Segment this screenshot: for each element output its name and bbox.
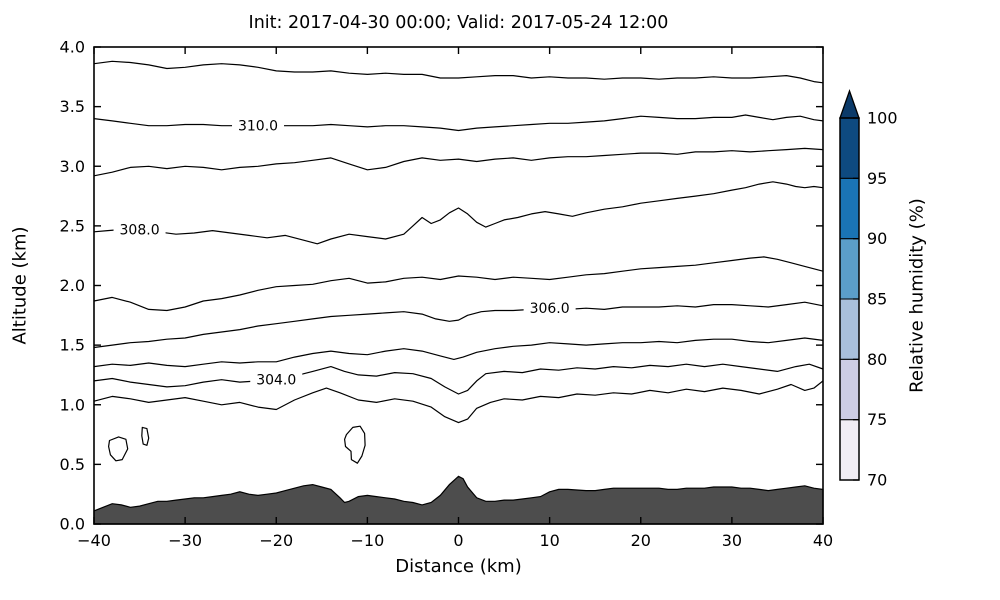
colorbar-segment-75-80 [840, 359, 859, 421]
y-tick-label: 3.5 [60, 97, 85, 116]
y-tick-label: 2.0 [60, 276, 85, 295]
closed-contour-302-1 [141, 426, 150, 446]
y-tick-label: 3.0 [60, 157, 85, 176]
y-tick-label: 0.5 [60, 455, 85, 474]
x-tick-label: −20 [259, 531, 293, 550]
x-tick-label: 30 [722, 531, 742, 550]
contour-label-mask [250, 371, 303, 389]
colorbar-tick-label: 70 [867, 471, 887, 490]
contour-line-303 [93, 380, 824, 424]
y-tick-label: 0.0 [60, 515, 85, 534]
x-tick-label: 40 [813, 531, 833, 550]
y-tick-label: 1.5 [60, 336, 85, 355]
x-tick-label: 0 [453, 531, 463, 550]
contour-line-308 [93, 181, 824, 245]
colorbar-tick-label: 80 [867, 350, 887, 369]
contour-line-310 [93, 114, 824, 132]
contour-label: 306.0 [530, 301, 570, 317]
y-tick-label: 2.5 [60, 216, 85, 235]
contour-line-311 [93, 60, 824, 84]
axes-spines [93, 46, 824, 525]
colorbar-segment-90-95 [840, 178, 859, 240]
contour-label-mask [232, 117, 285, 135]
x-tick-label: 20 [631, 531, 651, 550]
colorbar-tick-label: 75 [867, 410, 887, 429]
colorbar-label: Relative humidity (%) [906, 198, 928, 393]
contour-label: 304.0 [256, 373, 296, 389]
colorbar-extend-arrow [839, 89, 860, 119]
y-axis-label: Altitude (km) [9, 226, 31, 345]
x-axis-label: Distance (km) [395, 556, 522, 577]
x-tick-label: −10 [350, 531, 384, 550]
colorbar-tick-label: 100 [867, 109, 898, 128]
x-tick-label: 10 [539, 531, 559, 550]
colorbar-tick-label: 90 [867, 229, 887, 248]
contour-label-mask [113, 220, 166, 238]
terrain-profile [93, 475, 824, 525]
closed-contour-302-0 [108, 436, 129, 462]
contour-line-304 [93, 363, 824, 395]
y-tick-label: 4.0 [60, 38, 85, 57]
closed-contour-302-2 [344, 425, 366, 464]
colorbar-tick-label: 95 [867, 169, 887, 188]
contour-line-306 [93, 301, 824, 349]
plot-title: Init: 2017-04-30 00:00; Valid: 2017-05-2… [248, 13, 669, 33]
colorbar-segment-85-90 [840, 238, 859, 300]
colorbar-segment-95-100 [840, 118, 859, 179]
x-tick-label: −30 [168, 531, 202, 550]
colorbar-segment-80-85 [840, 299, 859, 360]
contour-line-307 [93, 256, 824, 312]
contour-line-309 [93, 147, 824, 177]
colorbar-segment-70-75 [840, 419, 859, 481]
x-tick-label: −40 [77, 531, 111, 550]
contour-label-mask [523, 299, 576, 317]
contour-line-305 [93, 337, 824, 368]
colorbar-tick-label: 85 [867, 290, 887, 309]
y-tick-label: 1.0 [60, 395, 85, 414]
contour-label: 308.0 [120, 222, 160, 238]
contour-label: 310.0 [238, 119, 278, 135]
